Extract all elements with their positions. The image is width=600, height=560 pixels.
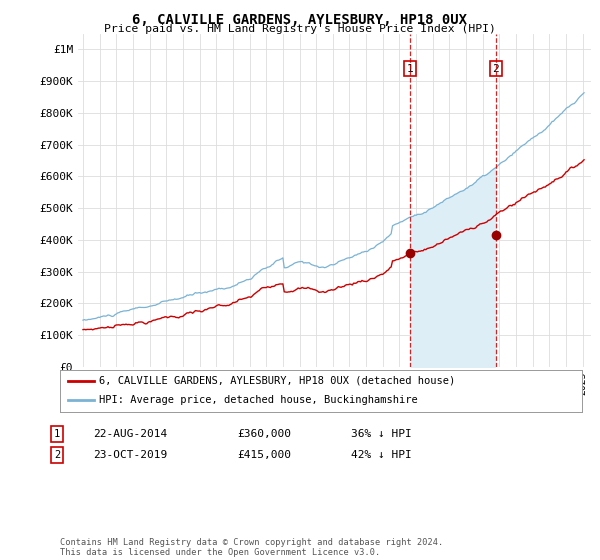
- Text: 23-OCT-2019: 23-OCT-2019: [93, 450, 167, 460]
- Text: 22-AUG-2014: 22-AUG-2014: [93, 429, 167, 439]
- Text: 6, CALVILLE GARDENS, AYLESBURY, HP18 0UX (detached house): 6, CALVILLE GARDENS, AYLESBURY, HP18 0UX…: [99, 376, 455, 386]
- Text: HPI: Average price, detached house, Buckinghamshire: HPI: Average price, detached house, Buck…: [99, 395, 418, 405]
- Text: 36% ↓ HPI: 36% ↓ HPI: [351, 429, 412, 439]
- Text: Contains HM Land Registry data © Crown copyright and database right 2024.
This d: Contains HM Land Registry data © Crown c…: [60, 538, 443, 557]
- Text: 1: 1: [406, 63, 413, 73]
- Text: 1: 1: [54, 429, 60, 439]
- Text: 42% ↓ HPI: 42% ↓ HPI: [351, 450, 412, 460]
- Text: 2: 2: [493, 63, 499, 73]
- Text: 6, CALVILLE GARDENS, AYLESBURY, HP18 0UX: 6, CALVILLE GARDENS, AYLESBURY, HP18 0UX: [133, 13, 467, 27]
- Text: 2: 2: [54, 450, 60, 460]
- Text: Price paid vs. HM Land Registry's House Price Index (HPI): Price paid vs. HM Land Registry's House …: [104, 24, 496, 34]
- Text: £360,000: £360,000: [237, 429, 291, 439]
- Text: £415,000: £415,000: [237, 450, 291, 460]
